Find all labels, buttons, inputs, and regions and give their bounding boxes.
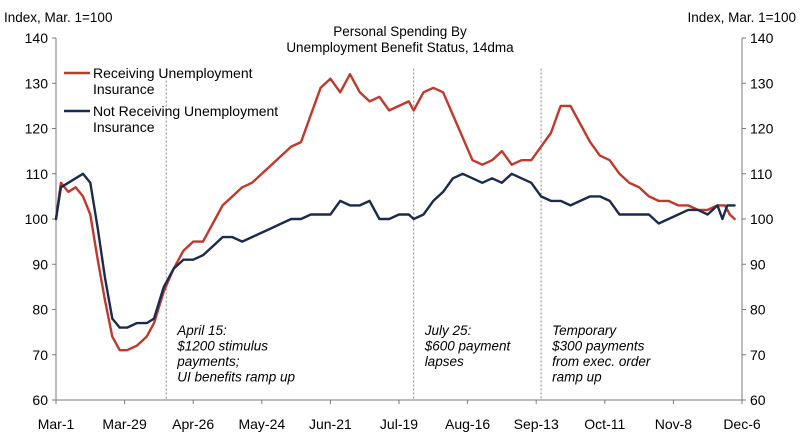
y-tick-label-left: 140: [25, 30, 49, 46]
series-line-not-receiving-ui: [54, 172, 736, 329]
left-axis-label: Index, Mar. 1=100: [4, 10, 112, 25]
x-tick-label: Nov-8: [655, 416, 693, 432]
series-line-receiving-ui: [54, 73, 736, 352]
annotation-text: $300 payments: [551, 339, 645, 354]
annotation-text: July 25:: [424, 323, 472, 338]
y-tick-label-right: 110: [750, 166, 773, 182]
annotation-text: $1200 stimulus: [176, 339, 268, 354]
right-axis-label: Index, Mar. 1=100: [688, 10, 796, 25]
x-tick-label: Jul-19: [380, 416, 418, 432]
y-tick-label-right: 120: [750, 121, 774, 137]
legend-label: Insurance: [93, 81, 155, 97]
legend-label: Not Receiving Unemployment: [93, 103, 278, 119]
x-tick-label: Jun-21: [309, 416, 352, 432]
y-tick-label-right: 130: [750, 75, 774, 91]
y-tick-label-left: 120: [25, 121, 49, 137]
y-tick-label-left: 90: [32, 256, 48, 272]
x-tick-label: Apr-26: [172, 416, 214, 432]
x-tick-label: Aug-16: [445, 416, 490, 432]
y-tick-label-left: 110: [26, 166, 49, 182]
chart-subtitle: Unemployment Benefit Status, 14dma: [286, 40, 514, 55]
y-tick-label-right: 80: [750, 302, 766, 318]
annotation-text: Temporary: [552, 323, 617, 338]
y-tick-label-right: 60: [750, 392, 766, 408]
annotation-text: UI benefits ramp up: [177, 370, 295, 385]
chart-title: Personal Spending By: [333, 24, 467, 39]
x-tick-label: Mar-29: [102, 416, 147, 432]
annotation-text: ramp up: [552, 370, 602, 385]
x-tick-label: May-24: [238, 416, 285, 432]
axes: 60 60 70 70 80 80 90 90 100 100 110 110 120 120 130 130…: [25, 30, 774, 432]
y-tick-label-right: 140: [750, 30, 774, 46]
annotations: April 15:$1200 stimulus payments;UI bene…: [165, 68, 651, 400]
y-tick-label-left: 80: [32, 302, 48, 318]
y-tick-label-left: 60: [32, 392, 48, 408]
y-tick-label-left: 70: [32, 347, 48, 363]
x-tick-label: Oct-11: [584, 416, 625, 432]
y-tick-label-right: 90: [750, 256, 766, 272]
legend-label: Receiving Unemployment: [93, 65, 253, 81]
annotation-text: $600 payment: [424, 339, 512, 354]
x-tick-label: Dec-6: [723, 416, 761, 432]
y-tick-label-right: 70: [750, 347, 766, 363]
x-tick-label: Sep-13: [514, 416, 559, 432]
annotation-text: from exec. order: [552, 354, 651, 369]
legend-label: Insurance: [93, 119, 155, 135]
y-tick-label-right: 100: [750, 211, 774, 227]
y-tick-label-left: 130: [25, 75, 49, 91]
x-tick-label: Mar-1: [38, 416, 75, 432]
y-tick-label-left: 100: [25, 211, 49, 227]
annotation-text: lapses: [425, 354, 464, 369]
annotation-text: April 15:: [176, 323, 227, 338]
annotation-text: payments;: [176, 354, 240, 369]
series-lines: [54, 73, 736, 352]
